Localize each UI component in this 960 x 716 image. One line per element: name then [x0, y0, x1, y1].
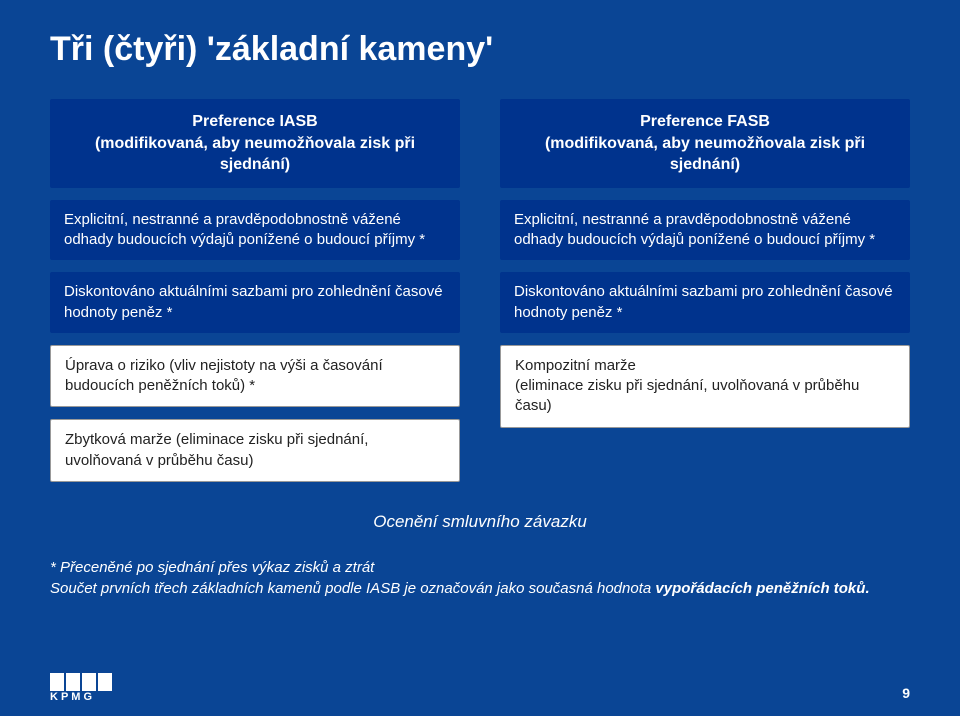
right-box-2: Diskontováno aktuálními sazbami pro zohl… — [500, 272, 910, 333]
left-box-3: Úprava o riziko (vliv nejistoty na výši … — [50, 345, 460, 408]
footnote-line-1: * Přeceněné po sjednání přes výkaz zisků… — [50, 557, 910, 578]
slide-title: Tři (čtyři) 'základní kameny' — [50, 30, 910, 69]
left-box-1: Explicitní, nestranné a pravděpodobnostn… — [50, 200, 460, 261]
left-column: Preference IASB(modifikovaná, aby neumož… — [50, 99, 460, 482]
caption: Ocenění smluvního závazku — [50, 512, 910, 532]
columns: Preference IASB(modifikovaná, aby neumož… — [50, 99, 910, 482]
left-header-box: Preference IASB(modifikovaná, aby neumož… — [50, 99, 460, 188]
kpmg-logo-text: KPMG — [50, 691, 95, 701]
footnote: * Přeceněné po sjednání přes výkaz zisků… — [50, 557, 910, 599]
footnote-line-2b: vypořádacích peněžních toků. — [655, 580, 869, 597]
kpmg-logo: KPMG — [50, 673, 120, 701]
footnote-line-2a: Součet prvních třech základních kamenů p… — [50, 580, 655, 597]
right-header-box: Preference FASB(modifikovaná, aby neumož… — [500, 99, 910, 188]
slide: Tři (čtyři) 'základní kameny' Preference… — [0, 0, 960, 716]
right-box-1: Explicitní, nestranné a pravděpodobnostn… — [500, 200, 910, 261]
left-box-2: Diskontováno aktuálními sazbami pro zohl… — [50, 272, 460, 333]
footnote-line-2: Součet prvních třech základních kamenů p… — [50, 578, 910, 599]
left-box-4: Zbytková marže (eliminace zisku při sjed… — [50, 419, 460, 482]
right-box-3: Kompozitní marže(eliminace zisku při sje… — [500, 345, 910, 428]
right-column: Preference FASB(modifikovaná, aby neumož… — [500, 99, 910, 482]
page-number: 9 — [902, 685, 910, 701]
